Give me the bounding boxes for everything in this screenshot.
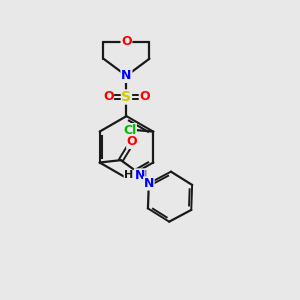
Text: O: O [140,91,150,103]
Text: H: H [124,170,134,181]
Text: N: N [121,69,132,82]
Text: O: O [121,35,132,48]
Text: O: O [127,135,137,148]
Text: N: N [121,69,132,82]
Text: S: S [122,90,131,104]
Text: N: N [134,169,145,182]
Text: Cl: Cl [123,124,136,136]
Text: N: N [144,177,154,190]
Text: O: O [103,91,113,103]
Text: H: H [138,170,146,181]
